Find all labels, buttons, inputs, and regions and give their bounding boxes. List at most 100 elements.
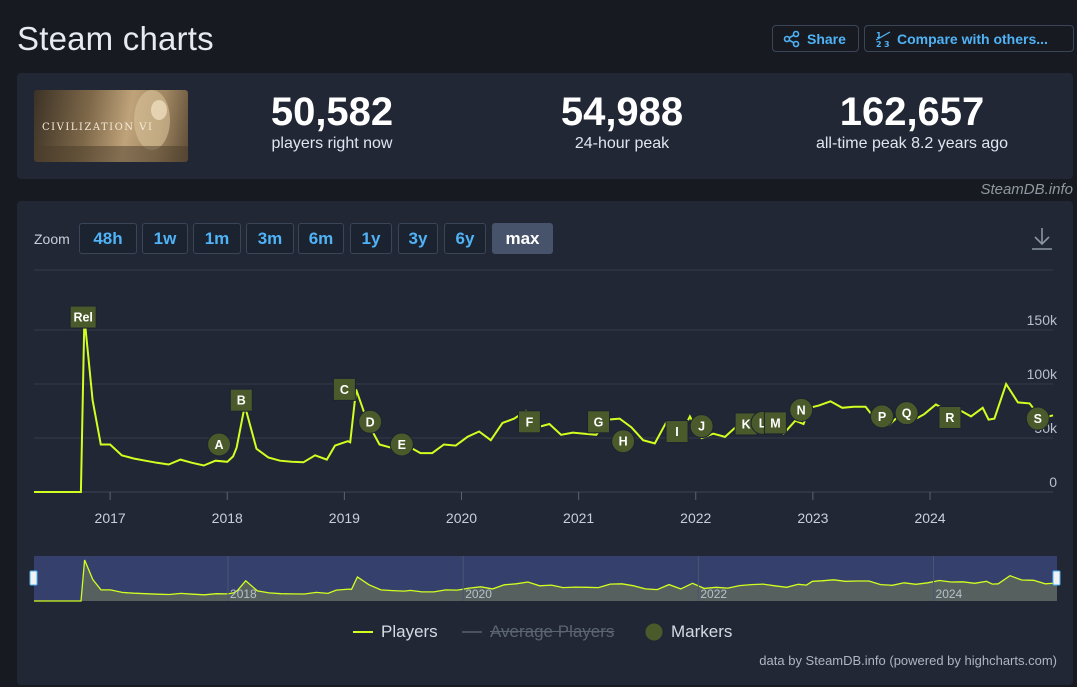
- marker-dot[interactable]: [689, 414, 714, 439]
- marker-n[interactable]: N: [789, 397, 814, 422]
- navigator-tick-label: 2022: [700, 587, 727, 601]
- zoom-button-3m[interactable]: 3m: [246, 223, 294, 254]
- marker-flag[interactable]: [587, 410, 611, 434]
- marker-label: R: [945, 411, 954, 425]
- steamdb-credit[interactable]: SteamDB.info: [980, 181, 1073, 198]
- share-label: Share: [807, 30, 846, 47]
- legend-average-players[interactable]: Average Players: [462, 622, 614, 642]
- marker-dot[interactable]: [207, 432, 232, 457]
- x-tick-label: 2018: [212, 510, 243, 526]
- marker-label: N: [797, 403, 806, 417]
- zoom-button-max[interactable]: max: [492, 223, 553, 254]
- stat-current-players: 50,582 players right now: [232, 89, 432, 153]
- marker-dot[interactable]: [611, 429, 636, 454]
- marker-flag[interactable]: [938, 405, 962, 429]
- marker-a[interactable]: A: [207, 432, 232, 457]
- marker-label: A: [215, 438, 224, 452]
- marker-r[interactable]: R: [938, 405, 962, 429]
- marker-h[interactable]: H: [611, 429, 636, 454]
- marker-dot[interactable]: [1025, 406, 1050, 431]
- compare-button[interactable]: 1 2 3 Compare with others...: [864, 25, 1074, 52]
- legend-players-label: Players: [381, 622, 438, 641]
- zoom-button-1y[interactable]: 1y: [350, 223, 392, 254]
- marker-flag[interactable]: [69, 305, 97, 329]
- navigator-right-handle[interactable]: [1052, 570, 1061, 586]
- zoom-label: Zoom: [34, 231, 70, 247]
- share-icon: [783, 30, 800, 47]
- marker-label: M: [770, 416, 780, 430]
- marker-label: S: [1034, 412, 1042, 426]
- zoom-button-48h[interactable]: 48h: [79, 223, 137, 254]
- stat-value: 50,582: [270, 90, 394, 134]
- marker-i[interactable]: I: [665, 420, 689, 444]
- marker-dot[interactable]: [869, 404, 894, 429]
- x-tick-label: 2024: [914, 510, 945, 526]
- y-tick-label: 100k: [1027, 366, 1058, 382]
- chart-credits[interactable]: data by SteamDB.info (powered by highcha…: [759, 653, 1057, 668]
- zoom-button-3y[interactable]: 3y: [398, 223, 438, 254]
- cover-art: [34, 90, 188, 162]
- zoom-button-1w[interactable]: 1w: [142, 223, 188, 254]
- marker-label: F: [526, 415, 534, 429]
- marker-q[interactable]: Q: [894, 401, 919, 426]
- marker-label: C: [340, 383, 349, 397]
- stat-label: players right now: [271, 135, 393, 152]
- share-button[interactable]: Share: [772, 25, 859, 52]
- legend-markers-label: Markers: [671, 622, 733, 641]
- x-tick-label: 2022: [680, 510, 711, 526]
- marker-j[interactable]: J: [689, 414, 714, 439]
- marker-label: D: [366, 415, 375, 429]
- marker-label: I: [675, 425, 678, 439]
- stat-value: 162,657: [839, 90, 985, 134]
- marker-f[interactable]: F: [517, 410, 541, 434]
- marker-flag[interactable]: [763, 411, 787, 435]
- navigator-left-handle[interactable]: [29, 570, 38, 586]
- x-tick-label: 2017: [95, 510, 126, 526]
- navigator-tick-label: 2020: [465, 587, 492, 601]
- stat-label: all-time peak 8.2 years ago: [815, 135, 1009, 152]
- marker-dot[interactable]: [789, 397, 814, 422]
- marker-dot[interactable]: [389, 432, 414, 457]
- zoom-button-6m[interactable]: 6m: [298, 223, 344, 254]
- marker-flag[interactable]: [229, 388, 253, 412]
- download-icon[interactable]: [1030, 226, 1054, 252]
- marker-flag[interactable]: [517, 410, 541, 434]
- stats-panel: CIVILIZATION VI 50,582 players right now…: [17, 73, 1073, 179]
- marker-label: H: [619, 435, 628, 449]
- marker-label: E: [398, 438, 406, 452]
- x-tick-label: 2020: [446, 510, 477, 526]
- marker-label: J: [698, 420, 705, 434]
- zoom-button-1m[interactable]: 1m: [193, 223, 241, 254]
- marker-label: G: [594, 415, 604, 429]
- marker-flag[interactable]: [332, 377, 356, 401]
- marker-p[interactable]: P: [869, 404, 894, 429]
- page-title: Steam charts: [17, 20, 214, 57]
- marker-b[interactable]: B: [229, 388, 253, 412]
- game-title-text: CIVILIZATION VI: [42, 122, 154, 133]
- average-legend-symbol: [462, 631, 482, 633]
- marker-c[interactable]: C: [332, 377, 356, 401]
- x-tick-label: 2023: [797, 510, 828, 526]
- navigator-area: [34, 560, 1057, 601]
- navigator-tick-label: 2024: [936, 587, 963, 601]
- legend-players[interactable]: Players: [353, 622, 438, 642]
- marker-rel[interactable]: Rel: [69, 305, 97, 329]
- marker-label: K: [742, 417, 751, 431]
- marker-s[interactable]: S: [1025, 406, 1050, 431]
- marker-d[interactable]: D: [358, 409, 383, 434]
- legend-average-label: Average Players: [490, 622, 615, 641]
- marker-dot[interactable]: [358, 409, 383, 434]
- marker-flag[interactable]: [665, 420, 689, 444]
- marker-label: L: [759, 416, 767, 430]
- marker-dot[interactable]: [894, 401, 919, 426]
- marker-m[interactable]: M: [763, 411, 787, 435]
- legend-markers[interactable]: Markers: [645, 622, 732, 642]
- marker-e[interactable]: E: [389, 432, 414, 457]
- marker-g[interactable]: G: [587, 410, 611, 434]
- zoom-button-6y[interactable]: 6y: [444, 223, 486, 254]
- svg-text:2: 2: [876, 40, 882, 48]
- game-cover-image[interactable]: CIVILIZATION VI: [34, 90, 188, 162]
- stat-all-time-peak: 162,657 all-time peak 8.2 years ago: [792, 89, 1032, 153]
- marker-label: Q: [902, 407, 912, 421]
